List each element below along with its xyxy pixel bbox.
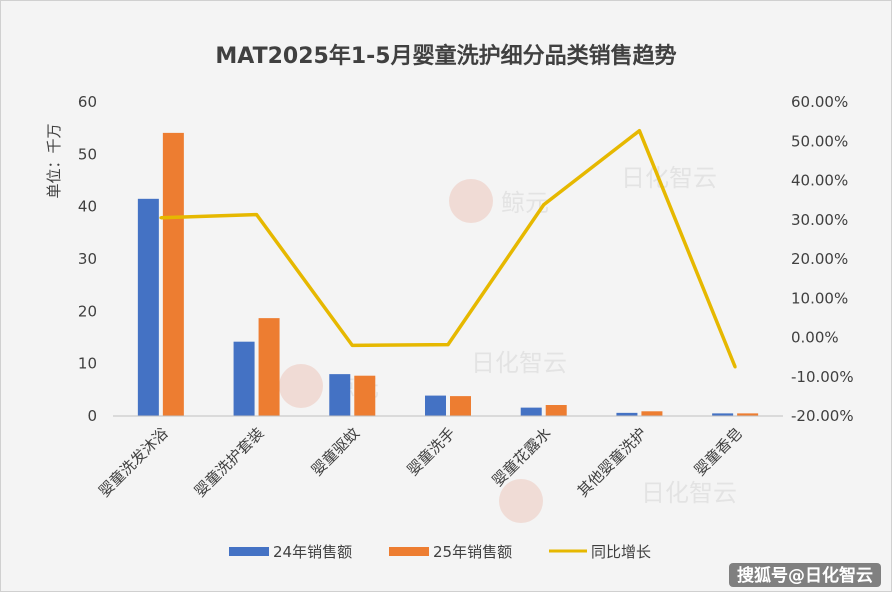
category-label: 婴童洗手 bbox=[404, 424, 459, 479]
bar-2024 bbox=[520, 407, 542, 416]
watermark-logo-text-2: 日化智云 bbox=[471, 349, 567, 377]
watermark-logo-icon bbox=[449, 179, 493, 223]
bar-2025 bbox=[641, 411, 663, 416]
watermark-brand: 鲸元 bbox=[501, 189, 549, 217]
growth-point bbox=[542, 203, 546, 207]
left-tick-label: 20 bbox=[78, 302, 97, 320]
left-tick-label: 10 bbox=[78, 355, 97, 373]
right-tick-label: 30.00% bbox=[791, 211, 848, 229]
right-tick-label: 10.00% bbox=[791, 289, 848, 307]
left-axis-ticks: 0 10 20 30 40 50 60 bbox=[78, 93, 97, 425]
watermark-logo-icon-3 bbox=[499, 479, 543, 523]
chart-title: MAT2025年1-5月婴童洗护细分品类销售趋势 bbox=[215, 43, 676, 69]
right-tick-label: -20.00% bbox=[791, 407, 854, 425]
y-axis-label: 单位：千万 bbox=[45, 123, 63, 198]
right-tick-label: 60.00% bbox=[791, 93, 848, 111]
watermark-logo-icon-2 bbox=[279, 364, 323, 408]
watermark-logo-text-3: 日化智云 bbox=[641, 479, 737, 507]
bar-2025 bbox=[162, 132, 184, 417]
bar-2024 bbox=[137, 198, 159, 416]
legend-label-2024: 24年销售额 bbox=[273, 543, 352, 561]
category-label: 婴童驱蚊 bbox=[308, 424, 363, 479]
category-label: 其他婴童洗护 bbox=[574, 424, 650, 500]
left-tick-label: 60 bbox=[78, 93, 97, 111]
right-tick-label: 20.00% bbox=[791, 250, 848, 268]
watermark-logo-text: 日化智云 bbox=[621, 164, 717, 192]
right-axis-ticks: -20.00% -10.00% 0.00% 10.00% 20.00% 30.00% 40.… bbox=[791, 93, 854, 425]
category-label: 婴童洗护套装 bbox=[191, 424, 267, 500]
bar-2025 bbox=[258, 318, 280, 416]
left-tick-label: 0 bbox=[87, 407, 97, 425]
legend-swatch-2024 bbox=[229, 547, 269, 556]
bar-2024 bbox=[616, 412, 638, 416]
bar-2024 bbox=[329, 374, 351, 416]
legend-label-growth: 同比增长 bbox=[591, 543, 651, 561]
legend: 24年销售额 25年销售额 同比增长 bbox=[229, 543, 651, 561]
bar-2024 bbox=[712, 413, 734, 416]
bar-2024 bbox=[425, 395, 446, 416]
left-tick-label: 50 bbox=[78, 145, 97, 163]
bar-2025 bbox=[450, 396, 471, 416]
legend-label-2025: 25年销售额 bbox=[433, 543, 512, 561]
growth-point bbox=[733, 365, 737, 369]
right-tick-label: 50.00% bbox=[791, 132, 848, 150]
growth-point bbox=[446, 343, 450, 347]
right-tick-label: -10.00% bbox=[791, 368, 854, 386]
bar-2025 bbox=[737, 413, 759, 416]
bar-2025 bbox=[354, 375, 376, 416]
bars bbox=[137, 132, 759, 417]
category-label: 婴童洗发沐浴 bbox=[95, 424, 171, 500]
credit-badge bbox=[729, 563, 881, 587]
growth-point bbox=[637, 129, 641, 133]
growth-point bbox=[350, 343, 354, 347]
bar-2024 bbox=[233, 341, 255, 416]
growth-point bbox=[159, 216, 163, 220]
legend-swatch-2025 bbox=[389, 547, 429, 556]
credit-text: 搜狐号@日化智云 bbox=[737, 565, 873, 586]
bar-2025 bbox=[545, 405, 567, 416]
growth-line bbox=[159, 128, 737, 369]
category-label: 婴童香皂 bbox=[691, 424, 746, 479]
growth-point bbox=[255, 213, 259, 217]
left-tick-label: 30 bbox=[78, 250, 97, 268]
left-tick-label: 40 bbox=[78, 198, 97, 216]
right-tick-label: 0.00% bbox=[791, 329, 839, 347]
right-tick-label: 40.00% bbox=[791, 172, 848, 190]
